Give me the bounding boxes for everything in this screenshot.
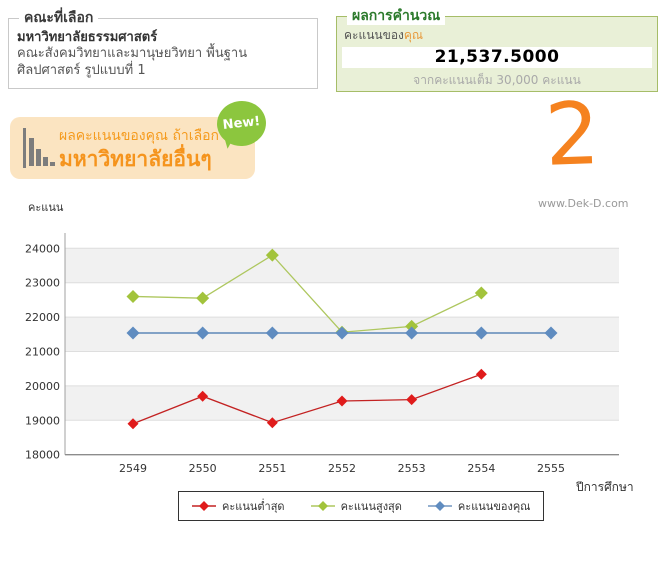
series-your-score [126,326,558,340]
series-line [132,254,482,333]
score-label: คะแนนของคุณ [344,26,657,45]
series-min-score [127,368,487,430]
faculty-box-title: คณะที่เลือก [19,9,99,27]
x-tick-label: 2551 [258,462,286,475]
chart-legend: คะแนนต่ำสุด คะแนนสูงสุด คะแนนของคุณ [178,491,545,521]
legend-label: คะแนนสูงสุด [340,500,402,513]
bar-chart-icon [23,128,55,168]
y-tick-label: 20000 [25,380,60,393]
legend-marker-icon [310,501,335,511]
data-point [196,326,210,340]
data-point [265,248,279,262]
x-tick-label: 2549 [119,462,147,475]
data-point [196,291,210,305]
data-point [474,326,488,340]
chart-y-axis-title: คะแนน [28,201,64,214]
faculty-name: คณะสังคมวิทยาและมานุษยวิทยา พื้นฐานศิลปศ… [17,46,248,78]
x-tick-label: 2552 [328,462,356,475]
faculty-box: คณะที่เลือก มหาวิทยาลัยธรรมศาสตร์ คณะสัง… [8,9,318,89]
score-box: 21,537.5000 [342,47,652,68]
y-tick-label: 18000 [25,449,60,462]
legend-marker-icon [427,501,452,511]
score-label-prefix: คะแนนของ [344,28,404,42]
legend-label: คะแนนของคุณ [457,500,531,513]
watermark: www.Dek-D.com [538,197,629,210]
data-point [197,390,209,402]
data-point [266,417,278,429]
data-point [126,289,140,303]
data-point [335,326,349,340]
legend-item-your-score: คะแนนของคุณ [427,497,531,515]
promo-line1: ผลคะแนนของคุณ ถ้าเลือก [59,128,220,144]
series-line [132,373,482,425]
legend-item-min-score: คะแนนต่ำสุด [192,497,285,515]
y-tick-label: 19000 [25,414,60,427]
data-point [405,326,419,340]
data-point [265,326,279,340]
university-name: มหาวิทยาลัยธรรมศาสตร์ [17,30,158,45]
legend-item-max-score: คะแนนสูงสุด [310,497,402,515]
data-point [406,394,418,406]
x-tick-label: 2554 [467,462,495,475]
other-universities-promo-button[interactable]: ผลคะแนนของคุณ ถ้าเลือก มหาวิทยาลัยอื่นๆ … [10,98,269,179]
legend-marker-icon [192,501,216,511]
chart-x-axis-title: ปีการศึกษา [576,480,634,494]
data-point [127,418,139,430]
promo-line2: มหาวิทยาลัยอื่นๆ [59,147,212,171]
data-point [544,326,558,340]
data-point [336,395,348,407]
score-value: 21,537.5000 [434,47,560,67]
y-tick-label: 24000 [25,242,60,255]
grid-band [65,248,619,283]
y-tick-label: 21000 [25,346,60,359]
full-score-note: จากคะแนนเต็ม 30,000 คะแนน [413,73,581,87]
y-tick-label: 23000 [25,277,60,290]
x-tick-label: 2553 [398,462,426,475]
x-tick-label: 2550 [189,462,217,475]
data-point [475,368,487,380]
result-box-title: ผลการคำนวณ [347,7,446,25]
legend-label: คะแนนต่ำสุด [222,500,285,513]
data-point [405,319,419,333]
data-point [474,286,488,300]
data-point [126,326,140,340]
y-tick-label: 22000 [25,311,60,324]
x-tick-label: 2555 [537,462,565,475]
result-box: ผลการคำนวณ คะแนนของคุณ 21,537.5000 จากคะ… [336,7,658,92]
score-label-highlight: คุณ [403,28,424,42]
